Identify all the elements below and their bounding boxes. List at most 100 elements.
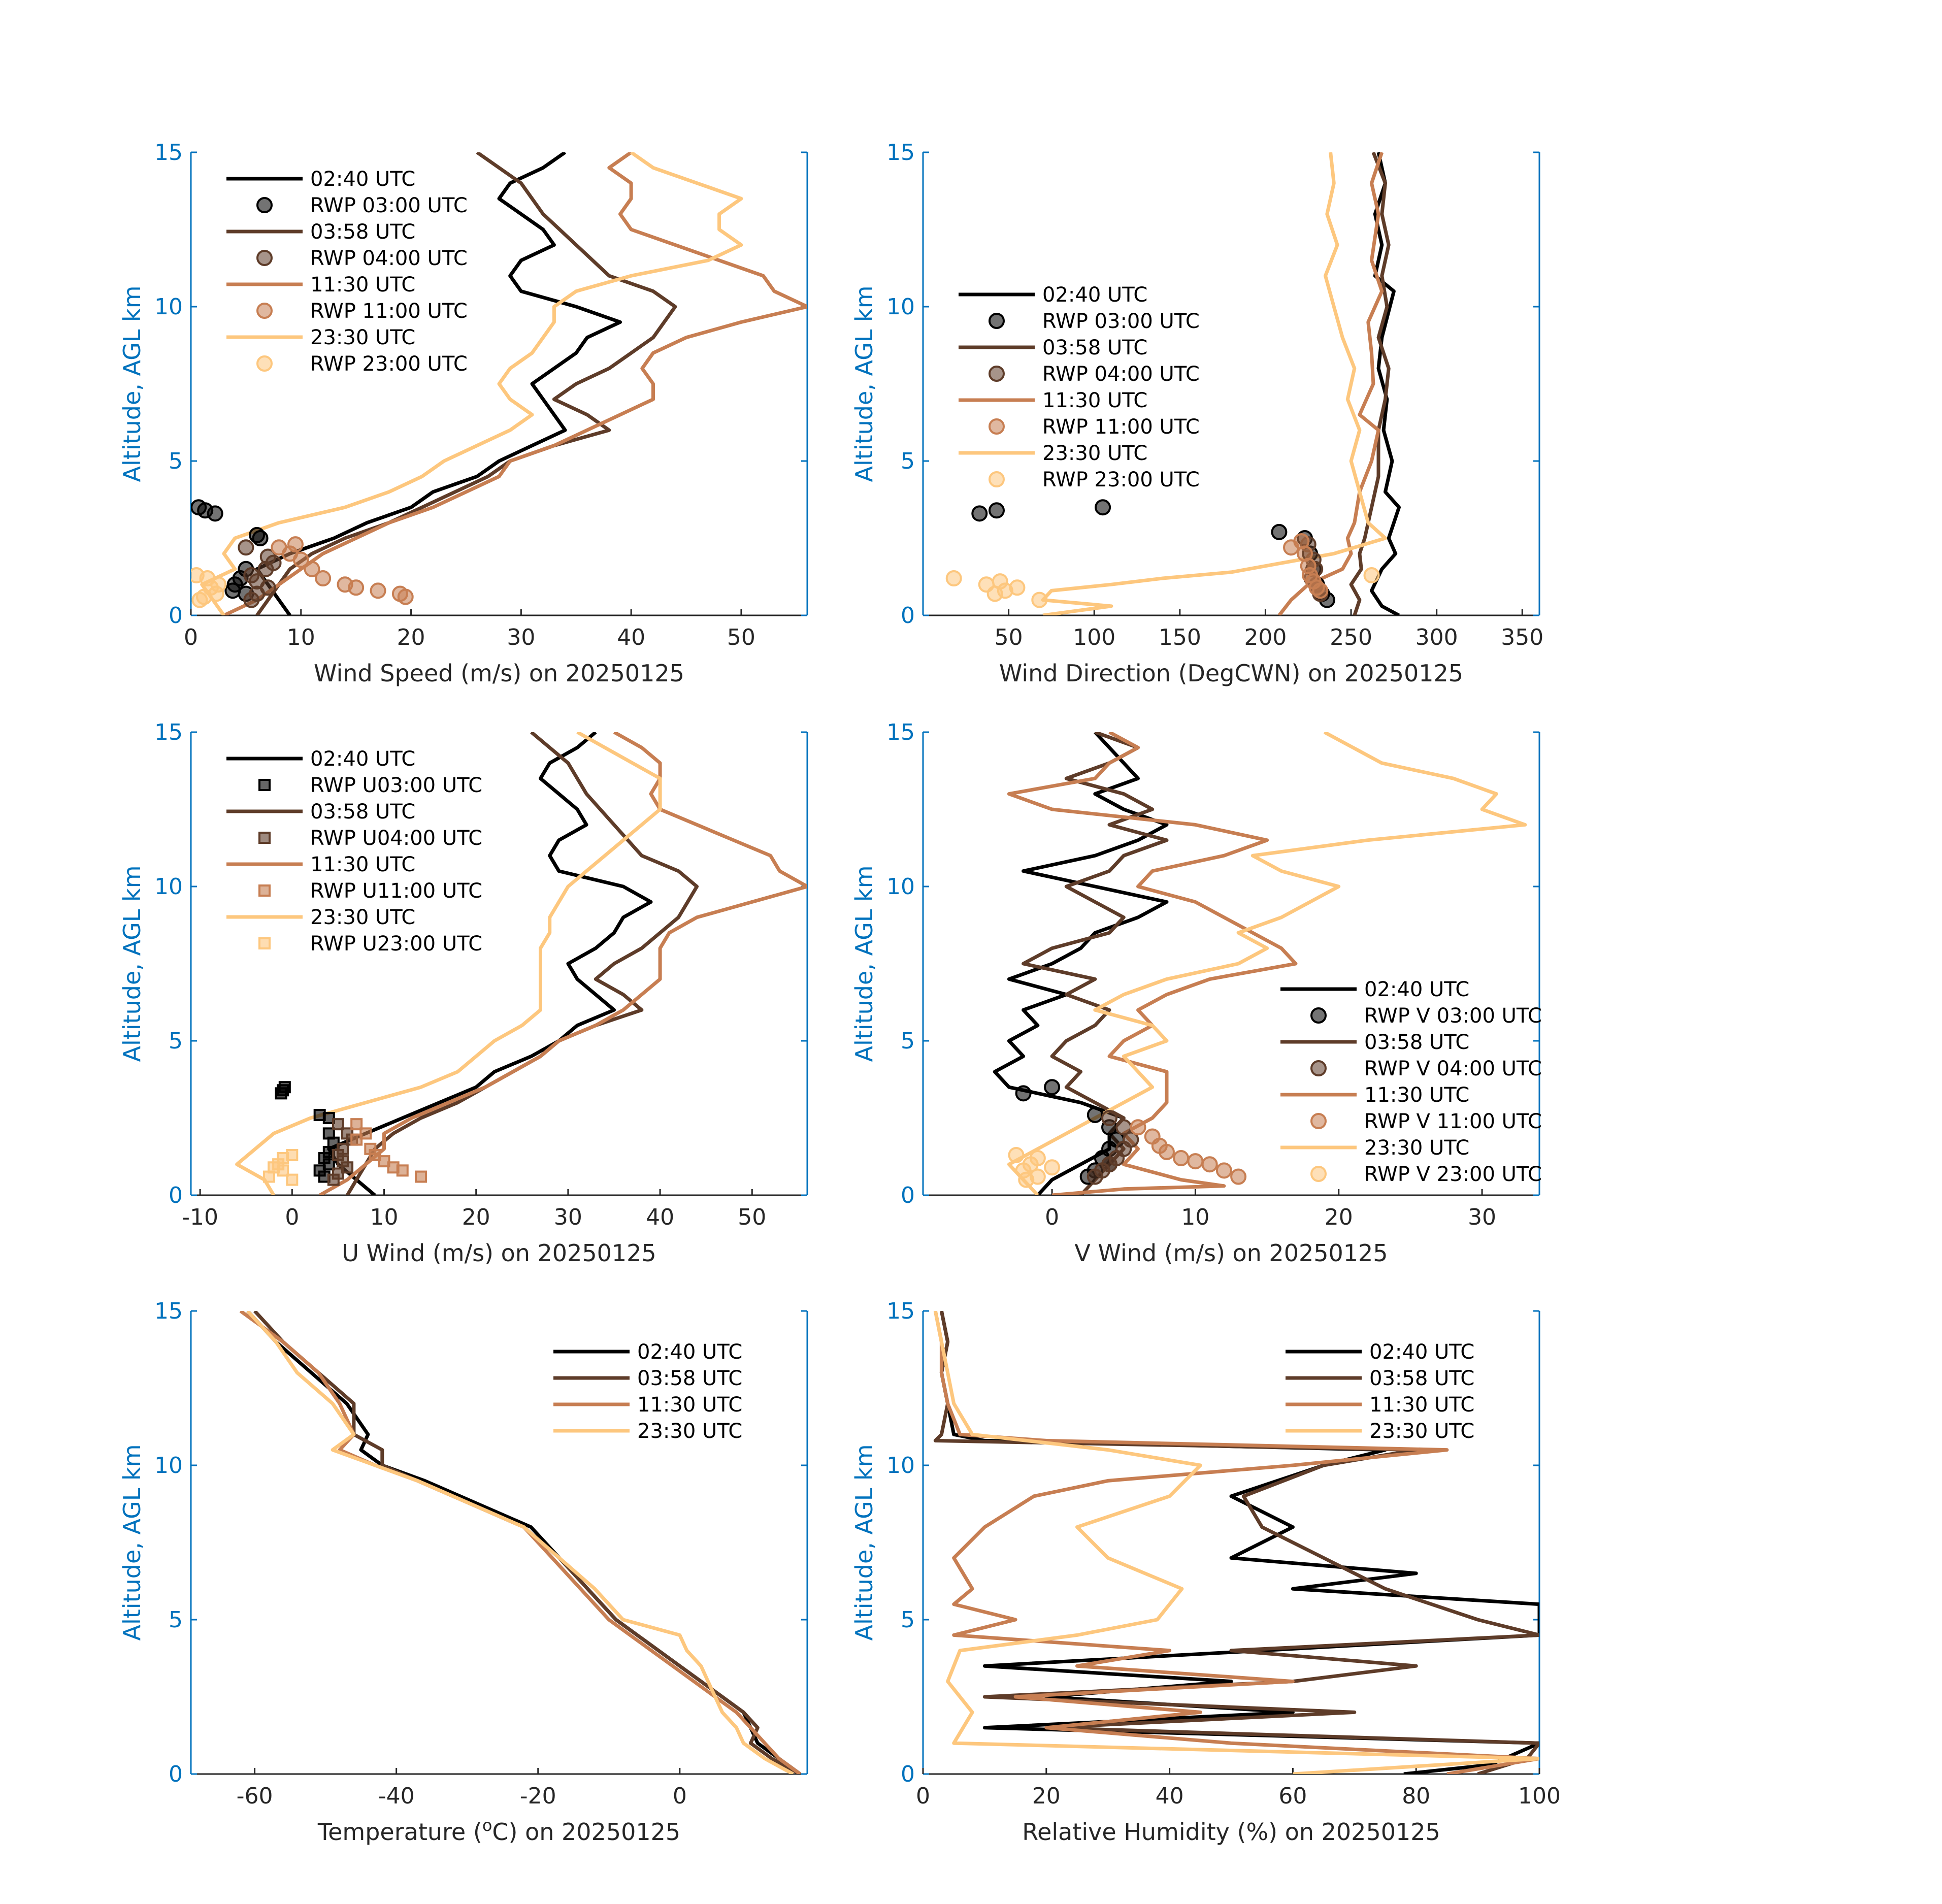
rwp-marker [1312, 582, 1329, 599]
legend-marker-swatch [1310, 1113, 1327, 1129]
legend-label: RWP V 23:00 UTC [1364, 1163, 1542, 1186]
rwp-marker [1044, 1079, 1061, 1096]
legend-label: RWP U11:00 UTC [310, 879, 482, 903]
y-tick-label: 15 [886, 1298, 915, 1324]
legend: 02:40 UTC RWP 03:00 UTC 03:58 UTC RWP 04:00… [959, 283, 1200, 491]
series-line-02-40-UTC [327, 732, 653, 1195]
rwp-marker [989, 502, 1005, 519]
rwp-marker [252, 530, 269, 546]
chart-panel-v: 0 5 10 15 0 10 20 30 Altitude, AGL km V Wind (m/s… [850, 719, 1542, 1267]
y-tick-label: 15 [886, 719, 915, 745]
rwp-marker [396, 1164, 409, 1177]
legend-label: 02:40 UTC [637, 1340, 742, 1364]
plot-area [235, 732, 807, 1195]
series-line-23-30-UTC [200, 152, 743, 615]
legend: 02:40 UTC 03:58 UTC 11:30 UTC 23:30 UTC [1286, 1340, 1474, 1443]
y-axis-label: Altitude, AGL km [118, 865, 146, 1062]
series-line-23-30-UTC [1041, 152, 1387, 615]
legend-label: 11:30 UTC [1364, 1084, 1469, 1107]
legend-label: RWP U03:00 UTC [310, 774, 482, 797]
x-tick-label: 250 [1330, 625, 1372, 650]
legend-marker-swatch [258, 884, 271, 897]
series-line-03-58-UTC [1022, 732, 1169, 1195]
rwp-marker [1018, 1171, 1035, 1188]
rwp-marker [359, 1127, 372, 1140]
y-tick-label: 15 [154, 1298, 183, 1324]
y-axis-label: Altitude, AGL km [118, 285, 146, 482]
legend-label: 11:30 UTC [310, 273, 415, 297]
rwp-marker [224, 582, 241, 599]
rwp-marker [1271, 523, 1288, 540]
x-tick-label: 0 [285, 1204, 299, 1230]
legend-label: 03:58 UTC [310, 220, 415, 244]
y-tick-label: 10 [886, 874, 915, 900]
y-tick-label: 0 [901, 603, 915, 629]
legend-label: 03:58 UTC [1042, 336, 1147, 359]
series-line-11-30-UTC [223, 152, 807, 615]
rwp-marker [322, 1112, 335, 1124]
x-tick-label: 30 [554, 1204, 582, 1230]
legend-label: 03:58 UTC [310, 800, 415, 824]
legend-marker-swatch [256, 250, 273, 266]
rwp-marker [1008, 1146, 1025, 1163]
rwp-marker [332, 1118, 344, 1131]
legend-label: RWP V 11:00 UTC [1364, 1110, 1542, 1133]
rwp-marker [350, 1133, 363, 1146]
legend-marker-swatch [256, 355, 273, 372]
rwp-marker [341, 1161, 354, 1174]
legend-label: 02:40 UTC [1042, 283, 1147, 307]
y-tick-label: 5 [901, 1607, 915, 1633]
legend: 02:40 UTC RWP 03:00 UTC 03:58 UTC RWP 04:00… [226, 168, 468, 376]
y-tick-label: 10 [154, 874, 183, 900]
legend-label: RWP 04:00 UTC [310, 247, 468, 270]
legend-label: 03:58 UTC [1369, 1367, 1474, 1390]
rwp-marker [286, 1148, 299, 1161]
rwp-marker [1009, 579, 1026, 596]
series-line-11-30-UTC [1277, 152, 1384, 615]
rwp-marker [945, 570, 962, 587]
x-axis-label: Wind Direction (DegCWN) on 20250125 [999, 660, 1463, 687]
rwp-marker [1215, 1162, 1232, 1179]
x-tick-label: 30 [1468, 1204, 1496, 1230]
legend-label: 11:30 UTC [1042, 389, 1147, 412]
y-tick-label: 5 [901, 1028, 915, 1054]
rwp-marker [1031, 592, 1048, 608]
plot-area [191, 152, 807, 615]
y-tick-label: 5 [169, 1607, 183, 1633]
rwp-marker [278, 1081, 291, 1094]
rwp-marker [257, 561, 274, 577]
x-tick-label: -20 [520, 1783, 556, 1809]
x-tick-label: -60 [237, 1783, 273, 1809]
legend: 02:40 UTC RWP U03:00 UTC 03:58 UTC RWP U04:… [226, 747, 482, 956]
x-axis-label: Relative Humidity (%) on 20250125 [1022, 1818, 1440, 1846]
y-tick-label: 5 [169, 448, 183, 474]
legend-label: 02:40 UTC [310, 168, 415, 191]
series-line-02-40-UTC [255, 152, 622, 615]
rwp-marker [1173, 1150, 1190, 1167]
chart-panel-wd: 0 5 10 15 50 100 150 200 250 300 350 Altitude, AGL … [850, 140, 1543, 687]
x-axis-label: Wind Speed (m/s) on 20250125 [314, 660, 684, 687]
legend-label: 11:30 UTC [1369, 1393, 1474, 1417]
y-tick-label: 10 [154, 1453, 183, 1479]
series-line-02-40-UTC [1370, 152, 1401, 615]
legend-marker-swatch [1310, 1060, 1327, 1076]
x-tick-label: 100 [1518, 1783, 1561, 1809]
rwp-marker [414, 1170, 427, 1183]
legend-label: 11:30 UTC [310, 853, 415, 876]
rwp-marker [191, 592, 208, 608]
y-axis-label: Altitude, AGL km [850, 1444, 878, 1640]
plot-area [993, 732, 1527, 1195]
legend-label: RWP 11:00 UTC [1042, 415, 1200, 439]
x-tick-label: 0 [184, 625, 198, 650]
legend-label: RWP U23:00 UTC [310, 932, 482, 956]
rwp-marker [350, 1118, 363, 1131]
legend-label: 23:30 UTC [1042, 442, 1147, 465]
x-tick-label: 0 [916, 1783, 930, 1809]
rwp-marker [1095, 499, 1111, 516]
series-line-03-58-UTC [253, 1311, 801, 1774]
legend-label: RWP U04:00 UTC [310, 827, 482, 850]
legend-label: 11:30 UTC [637, 1393, 742, 1417]
rwp-marker [1158, 1143, 1175, 1160]
